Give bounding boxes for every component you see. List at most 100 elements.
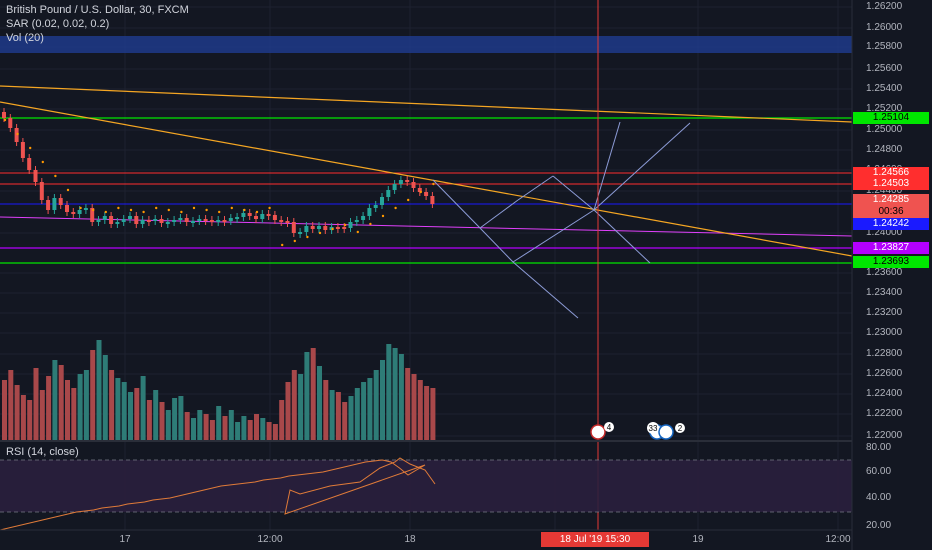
projection-arrows[interactable] bbox=[432, 121, 691, 319]
volume-bar bbox=[27, 400, 33, 440]
grid-lines bbox=[0, 0, 852, 530]
projection-arrow[interactable] bbox=[517, 175, 554, 201]
rsi-tick-label: 40.00 bbox=[866, 492, 892, 503]
sar-dot bbox=[155, 206, 158, 210]
candle-body bbox=[58, 198, 63, 205]
projection-arrow[interactable] bbox=[552, 175, 595, 211]
sar-dot bbox=[104, 210, 108, 214]
volume-indicator-label[interactable]: Vol (20) bbox=[6, 32, 44, 44]
candle-body bbox=[191, 221, 195, 223]
symbol-title[interactable]: British Pound / U.S. Dollar, 30, FXCM bbox=[6, 4, 189, 16]
time-tick-label: 18 bbox=[404, 534, 416, 545]
sar-dot bbox=[369, 222, 372, 226]
price-tick-label: 1.25800 bbox=[866, 41, 903, 52]
price-tick-label: 1.22200 bbox=[866, 408, 903, 419]
candle-body bbox=[241, 213, 246, 217]
sar-dot bbox=[407, 198, 410, 202]
sar-dot bbox=[205, 208, 208, 212]
candle-body bbox=[65, 205, 69, 212]
volume-bar bbox=[272, 424, 278, 440]
time-tick-label: 19 bbox=[692, 534, 704, 545]
candle-body bbox=[361, 216, 366, 220]
projection-arrow[interactable] bbox=[479, 227, 514, 263]
candle-body bbox=[272, 215, 277, 220]
volume-bar bbox=[58, 365, 64, 440]
sar-dot bbox=[394, 206, 397, 210]
sar-dot bbox=[255, 210, 259, 214]
highlight-zone[interactable] bbox=[0, 36, 852, 53]
price-tick-label: 1.25000 bbox=[866, 124, 903, 135]
volume-bar bbox=[172, 398, 178, 440]
volume-bar bbox=[329, 390, 335, 440]
sar-indicator-label[interactable]: SAR (0.02, 0.02, 0.2) bbox=[6, 18, 110, 30]
sar-dot bbox=[344, 223, 347, 227]
sar-dot bbox=[318, 231, 322, 235]
price-tick-label: 1.22000 bbox=[866, 430, 903, 441]
volume-bar bbox=[392, 348, 398, 440]
orange-trend-line-lower[interactable] bbox=[0, 101, 853, 257]
volume-bar bbox=[71, 388, 77, 440]
price-tick-label: 1.22800 bbox=[866, 348, 903, 359]
price-tick-label: 1.23600 bbox=[866, 267, 903, 278]
volume-bar bbox=[228, 410, 234, 440]
sar-dot bbox=[306, 235, 309, 239]
sar-dot bbox=[243, 208, 246, 212]
volume-bar bbox=[367, 378, 373, 440]
candle-body bbox=[159, 219, 164, 223]
green-resistance-tag: 1.25104 bbox=[853, 112, 929, 124]
candlestick-series bbox=[2, 108, 435, 238]
projection-arrow[interactable] bbox=[512, 209, 595, 263]
volume-bar bbox=[178, 396, 184, 440]
candle-body bbox=[115, 222, 120, 224]
sar-dot bbox=[356, 230, 359, 234]
volume-bar bbox=[14, 385, 20, 440]
volume-bar bbox=[430, 388, 436, 440]
sar-dot bbox=[92, 208, 95, 212]
candle-body bbox=[373, 205, 378, 208]
candle-body bbox=[2, 112, 6, 118]
price-tick-label: 1.25400 bbox=[866, 83, 903, 94]
candle-body bbox=[411, 182, 416, 188]
event-count-badge-us-2 bbox=[675, 423, 685, 433]
volume-bar bbox=[235, 422, 241, 440]
candle-body bbox=[109, 216, 114, 224]
candle-body bbox=[317, 226, 321, 229]
volume-bar bbox=[386, 344, 392, 440]
volume-bar bbox=[146, 400, 152, 440]
event-markers[interactable]: 4 33 2 bbox=[590, 422, 685, 440]
candle-body bbox=[140, 220, 145, 224]
volume-bar bbox=[348, 396, 354, 440]
trend-lines[interactable] bbox=[0, 85, 853, 257]
volume-bar bbox=[115, 378, 121, 440]
price-tick-label: 1.24400 bbox=[866, 185, 903, 196]
candle-body bbox=[172, 220, 177, 222]
projection-arrow[interactable] bbox=[512, 261, 579, 319]
sar-dot bbox=[66, 188, 70, 192]
projection-arrow[interactable] bbox=[432, 179, 481, 229]
candle-body bbox=[367, 208, 372, 216]
projection-arrow[interactable] bbox=[593, 209, 651, 264]
candle-body bbox=[285, 221, 290, 223]
projection-arrow[interactable] bbox=[479, 199, 519, 229]
candle-body bbox=[323, 226, 328, 230]
us-flag-icon-2[interactable] bbox=[658, 424, 674, 440]
event-count-us-2: 2 bbox=[678, 424, 683, 433]
candle-body bbox=[14, 128, 19, 142]
candle-body bbox=[153, 219, 158, 221]
candle-body bbox=[121, 219, 126, 222]
sar-dot bbox=[331, 227, 334, 231]
candle-body bbox=[134, 216, 139, 224]
price-tick-label: 1.22400 bbox=[866, 388, 903, 399]
volume-bar bbox=[247, 420, 253, 440]
candle-body bbox=[222, 220, 227, 222]
gb-flag-icon[interactable] bbox=[590, 424, 606, 440]
volume-bar bbox=[254, 414, 259, 440]
rsi-indicator-label[interactable]: RSI (14, close) bbox=[6, 446, 79, 458]
orange-trend-line-upper[interactable] bbox=[0, 85, 853, 123]
price-tick-label: 1.26000 bbox=[866, 22, 903, 33]
price-tick-label: 1.24000 bbox=[866, 227, 903, 238]
sar-dot bbox=[230, 206, 233, 210]
projection-arrow[interactable] bbox=[593, 122, 691, 211]
sar-dot bbox=[192, 206, 196, 210]
